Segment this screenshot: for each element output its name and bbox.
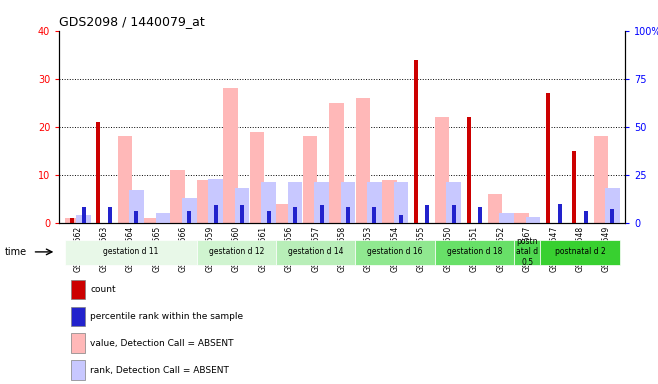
Text: gestation d 18: gestation d 18 [447, 247, 502, 257]
Bar [329, 103, 343, 223]
Bar [584, 211, 588, 223]
Bar [64, 240, 197, 265]
Bar [276, 204, 291, 223]
Text: postn
atal d
0.5: postn atal d 0.5 [516, 237, 538, 267]
Bar [197, 180, 211, 223]
Text: value, Detection Call = ABSENT: value, Detection Call = ABSENT [90, 339, 234, 348]
Bar [447, 182, 461, 223]
Bar [611, 209, 615, 223]
Bar [170, 170, 185, 223]
Bar [182, 198, 197, 223]
Bar [514, 240, 540, 265]
Text: gestation d 11: gestation d 11 [103, 247, 159, 257]
Bar [355, 98, 370, 223]
Bar [372, 207, 376, 223]
Bar [425, 205, 429, 223]
Bar [382, 180, 397, 223]
Bar [320, 205, 324, 223]
Bar [367, 182, 382, 223]
Bar [399, 215, 403, 223]
Bar [452, 205, 456, 223]
Bar [605, 188, 620, 223]
Bar [197, 240, 276, 265]
Text: gestation d 14: gestation d 14 [288, 247, 343, 257]
Bar [355, 240, 435, 265]
Bar [293, 207, 297, 223]
Bar [223, 88, 238, 223]
Bar [76, 215, 91, 223]
Text: rank, Detection Call = ABSENT: rank, Detection Call = ABSENT [90, 366, 229, 374]
Bar [108, 207, 112, 223]
Bar [214, 205, 218, 223]
Bar [209, 179, 223, 223]
Bar [572, 151, 576, 223]
Bar [288, 182, 303, 223]
Bar [315, 182, 329, 223]
Bar [499, 213, 514, 223]
Bar [144, 218, 159, 223]
Text: gestation d 12: gestation d 12 [209, 247, 264, 257]
Bar [261, 182, 276, 223]
Bar [118, 136, 132, 223]
Bar [594, 136, 608, 223]
Bar [478, 207, 482, 223]
Bar [467, 117, 470, 223]
Bar [235, 188, 249, 223]
Bar [70, 306, 85, 326]
Bar [303, 136, 317, 223]
Bar [341, 182, 355, 223]
Bar [250, 131, 265, 223]
Bar [155, 213, 170, 223]
Bar [240, 205, 244, 223]
Bar [64, 218, 79, 223]
Text: GDS2098 / 1440079_at: GDS2098 / 1440079_at [59, 15, 205, 28]
Bar [488, 194, 502, 223]
Bar [129, 190, 143, 223]
Bar [96, 122, 100, 223]
Bar [346, 207, 350, 223]
Bar [435, 117, 449, 223]
Bar [414, 60, 418, 223]
Text: percentile rank within the sample: percentile rank within the sample [90, 312, 243, 321]
Bar [134, 211, 138, 223]
Bar [546, 93, 550, 223]
Bar [70, 333, 85, 353]
Text: time: time [5, 247, 27, 257]
Bar [82, 207, 86, 223]
Bar [188, 211, 191, 223]
Text: postnatal d 2: postnatal d 2 [555, 247, 605, 257]
Bar [266, 211, 270, 223]
Text: gestation d 16: gestation d 16 [367, 247, 423, 257]
Bar [557, 204, 561, 223]
Bar [276, 240, 355, 265]
Bar [540, 240, 620, 265]
Bar [70, 360, 85, 380]
Bar [70, 280, 85, 299]
Bar [514, 213, 529, 223]
Bar [70, 218, 74, 223]
Text: count: count [90, 285, 116, 294]
Bar [526, 217, 540, 223]
Bar [393, 182, 408, 223]
Bar [435, 240, 514, 265]
